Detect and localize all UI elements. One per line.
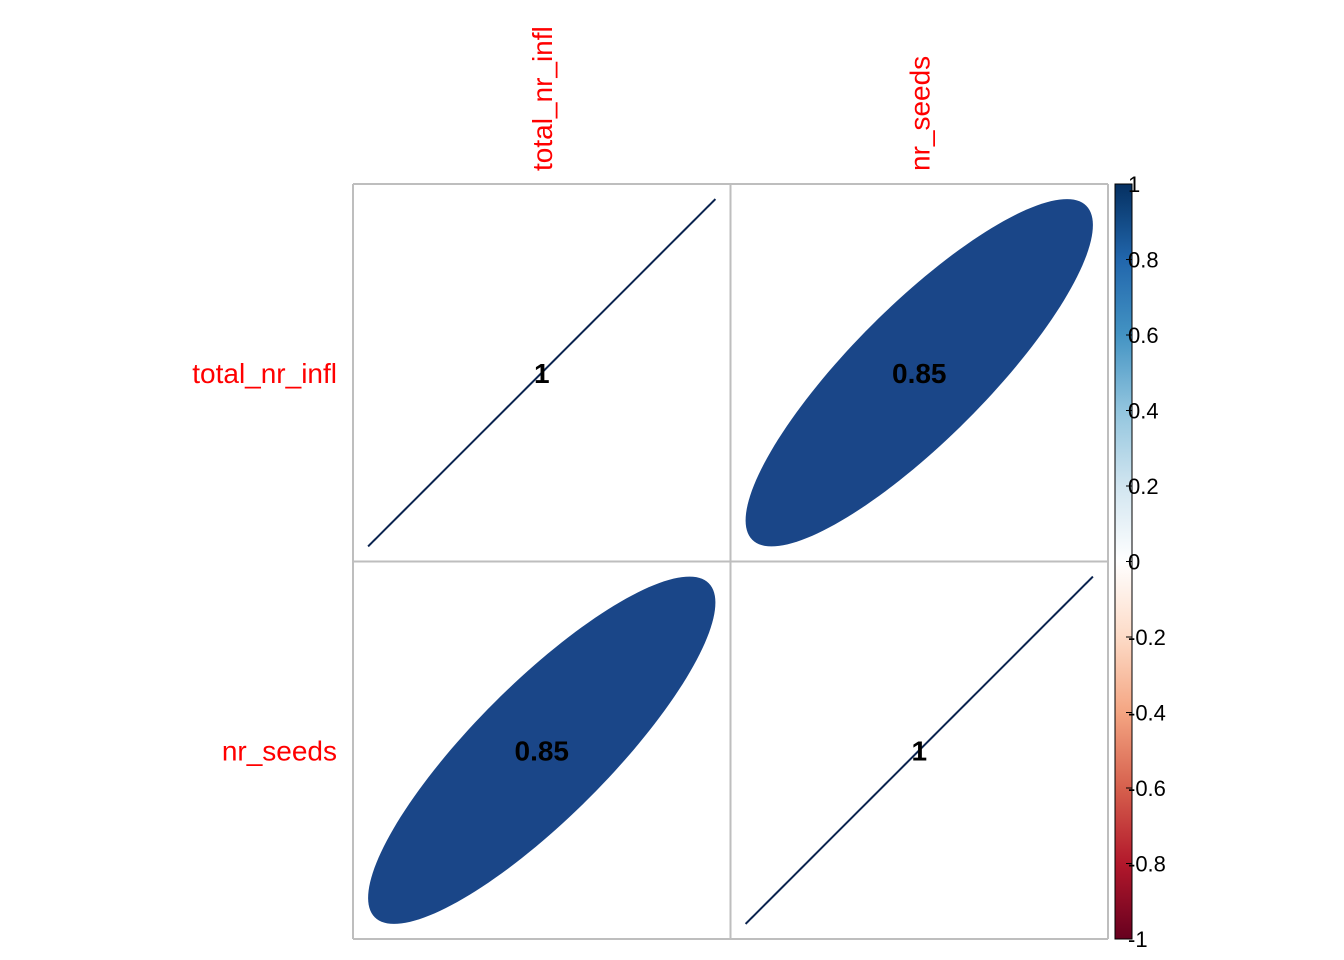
color-legend-tick-label: -0.2 xyxy=(1128,625,1166,650)
cell-shape-r1c1 xyxy=(367,198,717,548)
color-legend-tick-label: 0.8 xyxy=(1128,248,1159,273)
color-legend: -1 -0.8 -0.6 -0.4 -0.2 0 0.2 0.4 0.6 0.8 1 xyxy=(1114,172,1166,952)
grid-lines xyxy=(352,183,1109,940)
color-legend-tick-label: 0.6 xyxy=(1128,323,1159,348)
column-labels: total_nr_infl nr_seeds xyxy=(527,26,936,171)
cell-value-labels: 1 0.85 0.85 1 xyxy=(515,358,947,767)
color-legend-ticks: -1 -0.8 -0.6 -0.4 -0.2 0 0.2 0.4 0.6 0.8 1 xyxy=(1126,172,1166,952)
cell-label-r2c1: 0.85 xyxy=(515,735,570,766)
color-legend-tick-label: 0 xyxy=(1128,550,1140,575)
cell-shape-r1c2 xyxy=(745,199,1093,547)
row-labels: total_nr_infl nr_seeds xyxy=(192,358,337,767)
cell-shape-r2c2 xyxy=(744,575,1094,925)
color-legend-tick-label: 1 xyxy=(1128,172,1140,197)
row-label-total-nr-infl: total_nr_infl xyxy=(192,358,337,389)
cell-label-r1c1: 1 xyxy=(534,358,550,389)
cell-shape-r2c1 xyxy=(368,576,716,924)
column-label-total-nr-infl: total_nr_infl xyxy=(527,26,558,171)
color-legend-tick-label: -0.6 xyxy=(1128,776,1166,801)
cell-shapes xyxy=(367,198,1094,925)
column-label-nr-seeds: nr_seeds xyxy=(904,56,935,171)
color-legend-tick-label: 0.4 xyxy=(1128,399,1159,424)
color-legend-tick-label: -1 xyxy=(1128,927,1148,952)
color-legend-tick-label: -0.8 xyxy=(1128,852,1166,877)
cell-label-r1c2: 0.85 xyxy=(892,358,947,389)
row-label-nr-seeds: nr_seeds xyxy=(222,735,337,766)
cell-label-r2c2: 1 xyxy=(911,735,927,766)
color-legend-tick-label: -0.4 xyxy=(1128,701,1166,726)
color-legend-tick-label: 0.2 xyxy=(1128,474,1159,499)
